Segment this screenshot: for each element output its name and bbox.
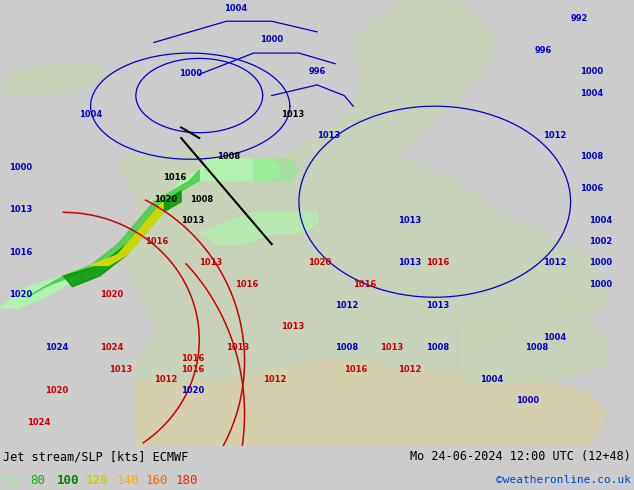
Text: 1020: 1020 (45, 386, 68, 395)
Text: 1013: 1013 (317, 131, 340, 140)
Text: 1013: 1013 (226, 343, 250, 352)
Text: 1016: 1016 (181, 365, 205, 373)
Text: 1000: 1000 (589, 258, 612, 268)
Polygon shape (136, 180, 172, 212)
Text: 1006: 1006 (579, 184, 603, 193)
Text: 1008: 1008 (425, 343, 449, 352)
Text: 1013: 1013 (399, 258, 422, 268)
Text: 1016: 1016 (181, 354, 205, 363)
Polygon shape (27, 170, 199, 297)
Text: 1013: 1013 (199, 258, 223, 268)
Text: 1012: 1012 (262, 375, 286, 384)
Text: 1020: 1020 (308, 258, 331, 268)
Text: 1024: 1024 (27, 417, 51, 427)
Text: 1004: 1004 (589, 216, 612, 225)
Polygon shape (91, 202, 163, 266)
Polygon shape (462, 318, 607, 382)
Text: 1012: 1012 (154, 375, 178, 384)
Text: 1008: 1008 (335, 343, 358, 352)
Text: 992: 992 (571, 14, 588, 23)
Text: 1024: 1024 (45, 343, 68, 352)
Polygon shape (0, 64, 108, 96)
Text: 1013: 1013 (108, 365, 132, 373)
Text: 1008: 1008 (190, 195, 213, 204)
Text: 1013: 1013 (380, 343, 404, 352)
Text: 1016: 1016 (425, 258, 449, 268)
Text: 1008: 1008 (217, 152, 240, 161)
Text: 1012: 1012 (335, 301, 358, 310)
Text: 100: 100 (56, 474, 79, 487)
Text: 1013: 1013 (281, 322, 304, 331)
Polygon shape (63, 191, 181, 287)
Text: 120: 120 (86, 474, 108, 487)
Text: Mo 24-06-2024 12:00 UTC (12+48): Mo 24-06-2024 12:00 UTC (12+48) (410, 450, 631, 464)
Text: 1000: 1000 (260, 35, 283, 45)
Text: 1016: 1016 (9, 248, 32, 257)
Text: 80: 80 (30, 474, 45, 487)
Text: 1020: 1020 (181, 386, 204, 395)
Text: 996: 996 (308, 67, 326, 76)
Text: 1012: 1012 (543, 131, 567, 140)
Text: 1013: 1013 (181, 216, 204, 225)
Text: 1000: 1000 (516, 396, 540, 405)
Text: 180: 180 (176, 474, 198, 487)
Text: 1013: 1013 (425, 301, 449, 310)
Polygon shape (136, 361, 607, 446)
Text: 1016: 1016 (163, 173, 186, 182)
Text: 1008: 1008 (526, 343, 548, 352)
Text: 1004: 1004 (224, 3, 247, 13)
Text: 1000: 1000 (579, 67, 603, 76)
Text: 1000: 1000 (589, 280, 612, 289)
Polygon shape (118, 148, 607, 382)
Text: 160: 160 (146, 474, 168, 487)
Text: 1016: 1016 (145, 237, 168, 246)
Polygon shape (0, 159, 281, 308)
Text: 1008: 1008 (579, 152, 603, 161)
Polygon shape (172, 148, 235, 234)
Text: 60: 60 (3, 474, 18, 487)
Polygon shape (272, 0, 498, 159)
Text: 996: 996 (534, 46, 552, 55)
Text: 1024: 1024 (100, 343, 123, 352)
Text: 1000: 1000 (9, 163, 32, 172)
Text: 1013: 1013 (9, 205, 32, 214)
Text: 1012: 1012 (399, 365, 422, 373)
Polygon shape (199, 212, 317, 244)
Text: 1004: 1004 (480, 375, 503, 384)
Text: Jet stream/SLP [kts] ECMWF: Jet stream/SLP [kts] ECMWF (3, 450, 188, 464)
Text: 1020: 1020 (100, 290, 123, 299)
Text: 1004: 1004 (543, 333, 567, 342)
Text: 1020: 1020 (9, 290, 32, 299)
Text: 1002: 1002 (589, 237, 612, 246)
Text: 140: 140 (116, 474, 138, 487)
Text: ©weatheronline.co.uk: ©weatheronline.co.uk (496, 475, 631, 485)
Text: 1013: 1013 (281, 110, 304, 119)
Polygon shape (254, 159, 299, 180)
Text: 1004: 1004 (79, 110, 102, 119)
Text: 1012: 1012 (543, 258, 567, 268)
Text: 1013: 1013 (399, 216, 422, 225)
Text: 1016: 1016 (235, 280, 259, 289)
Polygon shape (543, 287, 607, 318)
Text: 1004: 1004 (579, 89, 603, 98)
Text: 1016: 1016 (344, 365, 368, 373)
Text: 1016: 1016 (353, 280, 377, 289)
Text: 1000: 1000 (179, 70, 202, 78)
Text: 1020: 1020 (154, 195, 178, 204)
